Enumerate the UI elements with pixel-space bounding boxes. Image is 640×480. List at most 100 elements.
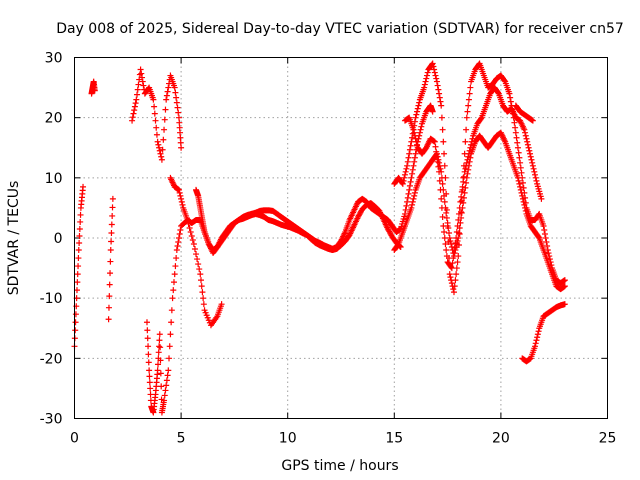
data-point xyxy=(526,147,533,154)
x-tick-label: 20 xyxy=(492,431,510,447)
data-point xyxy=(532,174,539,181)
data-point xyxy=(517,183,524,190)
data-point xyxy=(446,271,453,278)
data-point xyxy=(532,343,539,350)
data-point xyxy=(414,141,421,148)
data-point xyxy=(409,170,416,177)
series-arc03 xyxy=(105,195,116,323)
data-point xyxy=(455,229,462,236)
data-point xyxy=(404,158,411,165)
data-point xyxy=(438,102,445,109)
data-point xyxy=(177,134,184,141)
data-point xyxy=(478,115,485,122)
data-point xyxy=(200,295,207,302)
data-point xyxy=(76,232,83,239)
data-point xyxy=(518,169,525,176)
data-point xyxy=(431,66,438,73)
data-point xyxy=(452,277,459,284)
data-point xyxy=(522,204,529,211)
data-point xyxy=(462,184,469,191)
data-point xyxy=(460,199,467,206)
data-point xyxy=(461,189,468,196)
data-point xyxy=(416,129,423,136)
data-point xyxy=(163,92,170,99)
data-point xyxy=(404,198,411,205)
data-point xyxy=(72,327,79,334)
data-point xyxy=(159,146,166,153)
data-point xyxy=(436,94,443,101)
data-point xyxy=(157,150,164,157)
data-point xyxy=(140,82,147,89)
data-point xyxy=(458,193,465,200)
data-point xyxy=(516,180,523,187)
data-point xyxy=(413,138,420,145)
data-point xyxy=(162,106,169,113)
data-point xyxy=(436,159,443,166)
data-point xyxy=(77,218,84,225)
data-point xyxy=(429,108,436,115)
data-point xyxy=(175,109,182,116)
data-point xyxy=(436,162,443,169)
data-point xyxy=(455,235,462,241)
data-point xyxy=(134,91,141,98)
data-point xyxy=(433,75,440,82)
x-tick-label: 25 xyxy=(599,431,617,447)
data-point xyxy=(434,82,441,89)
data-point xyxy=(174,104,181,111)
data-point xyxy=(410,126,417,133)
data-point xyxy=(442,204,449,211)
data-point xyxy=(161,392,168,399)
data-point xyxy=(538,195,545,202)
data-point xyxy=(415,102,422,109)
data-point xyxy=(529,117,536,124)
data-point xyxy=(168,319,175,326)
data-point xyxy=(458,188,465,195)
data-point xyxy=(176,189,183,196)
data-point xyxy=(157,344,164,351)
data-point xyxy=(454,238,461,245)
data-point xyxy=(514,174,521,181)
data-point xyxy=(404,194,411,201)
data-point xyxy=(403,202,410,209)
data-point xyxy=(179,201,186,208)
data-point xyxy=(449,260,456,267)
data-point xyxy=(507,94,514,101)
data-point xyxy=(434,153,441,160)
data-point xyxy=(511,119,518,126)
data-point xyxy=(561,283,568,290)
data-point xyxy=(523,135,530,142)
data-point xyxy=(406,186,413,193)
data-point xyxy=(176,119,183,126)
data-point xyxy=(468,141,475,148)
data-point xyxy=(439,180,446,187)
data-point xyxy=(464,108,471,115)
data-point xyxy=(411,189,418,196)
data-point xyxy=(448,265,455,272)
data-point xyxy=(462,165,469,172)
data-point xyxy=(424,69,431,76)
data-point xyxy=(465,96,472,103)
x-tick-label: 0 xyxy=(70,431,79,447)
data-point xyxy=(518,189,525,196)
data-point xyxy=(165,84,172,91)
data-point xyxy=(412,114,419,121)
data-point xyxy=(150,96,157,103)
data-point xyxy=(514,144,521,151)
data-point xyxy=(506,90,513,97)
data-point xyxy=(463,114,470,121)
x-tick-label: 15 xyxy=(385,431,403,447)
data-point xyxy=(163,382,170,389)
data-point xyxy=(176,124,183,131)
data-point xyxy=(561,277,568,284)
data-point xyxy=(145,359,152,366)
data-point xyxy=(453,241,460,248)
data-point xyxy=(132,100,139,107)
data-point xyxy=(433,78,440,85)
data-point xyxy=(107,247,114,254)
data-point xyxy=(512,124,519,131)
data-point xyxy=(178,144,185,151)
data-point xyxy=(460,178,467,185)
data-point xyxy=(514,139,521,146)
data-point xyxy=(403,165,410,172)
data-point xyxy=(459,183,466,190)
